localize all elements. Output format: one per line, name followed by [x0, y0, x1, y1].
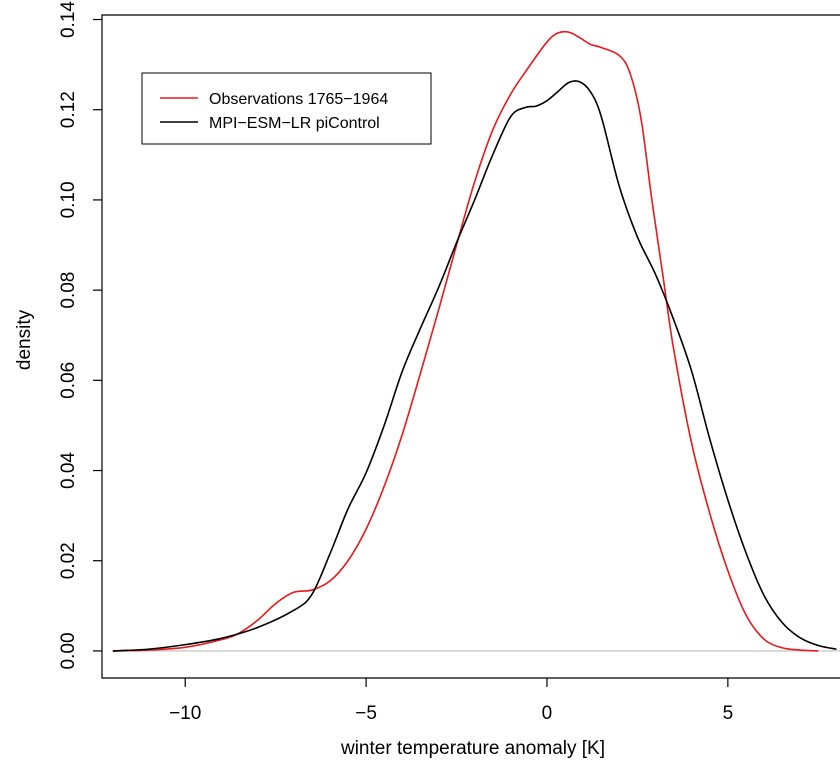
y-tick-label: 0.14	[58, 1, 79, 38]
series-layer	[112, 30, 837, 652]
x-tick-label: −10	[169, 703, 201, 724]
legend-box	[141, 72, 432, 145]
y-tick-label: 0.04	[58, 452, 79, 489]
y-tick-label: 0.10	[58, 181, 79, 218]
y-tick-label: 0.02	[58, 542, 79, 579]
legend-label-mpi: MPI−ESM−LR piControl	[209, 115, 380, 132]
x-tick-label: −5	[355, 703, 377, 724]
y-axis-label: density	[14, 309, 35, 370]
frame-layer	[101, 14, 840, 679]
series-line-mpi	[112, 80, 837, 652]
y-tick-label: 0.12	[58, 91, 79, 128]
series-line-observations	[112, 30, 819, 652]
ticks-layer: −10 −5 0 5 0.00 0.02 0.04 0.06 0.08 0.10 0.12 0.14	[58, 1, 733, 724]
x-tick-label: 0	[542, 703, 553, 724]
x-axis-label: winter temperature anomaly [K]	[340, 738, 605, 759]
legend: Observations 1765−1964 MPI−ESM−LR piCont…	[141, 72, 432, 145]
plot-frame	[101, 14, 840, 679]
y-tick-label: 0.08	[58, 272, 79, 309]
x-tick-label: 5	[723, 703, 734, 724]
y-tick-label: 0.00	[58, 632, 79, 669]
y-tick-label: 0.06	[58, 362, 79, 399]
legend-label-observations: Observations 1765−1964	[209, 91, 388, 108]
